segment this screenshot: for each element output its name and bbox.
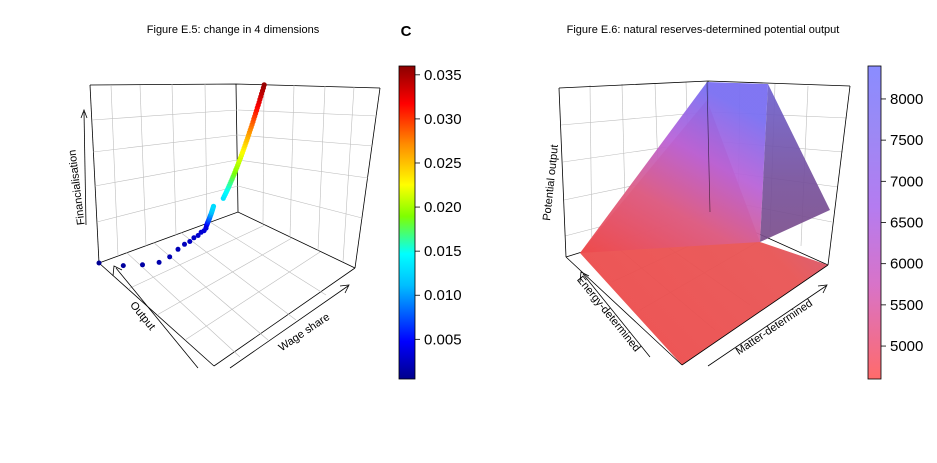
panel-left: Figure E.5: change in 4 dimensions xyxy=(66,23,462,380)
colorbar-ticks-left: 0.005 0.010 0.015 0.020 0.025 0.030 0.035 xyxy=(415,67,462,348)
chart-title-left: Figure E.5: change in 4 dimensions xyxy=(147,24,320,36)
colorbar-tick-label-5: 0.030 xyxy=(424,111,462,128)
x-axis-label-left: Wage share xyxy=(277,311,333,354)
z-axis-label-right: Potential output xyxy=(541,144,561,221)
data-point-12 xyxy=(203,225,209,231)
colorbar-gradient-left xyxy=(398,65,416,380)
colorbar-tick-label-3: 0.020 xyxy=(424,199,462,216)
colorbar-ticks-right: 5000 5500 6000 6500 7000 7500 8000 xyxy=(881,91,923,355)
axes-left: Financialisation Output Wage share xyxy=(66,108,350,369)
chart-title-right: Figure E.6: natural reserves-determined … xyxy=(567,24,840,36)
surface-right-face xyxy=(760,84,830,242)
box-right-front xyxy=(565,256,829,366)
data-point-6 xyxy=(182,241,187,247)
colorbar-tick-label-6: 8000 xyxy=(890,91,923,108)
colorbar-tick-label-3: 6500 xyxy=(890,215,923,232)
colorbar-left: C 0.005 0.010 0.015 0.020 0.025 0.030 0.035 xyxy=(398,23,462,380)
colorbar-tick-label-2: 6000 xyxy=(890,256,923,273)
colorbar-tick-label-1: 5500 xyxy=(890,297,923,314)
curve-point-60 xyxy=(261,82,267,88)
colorbar-tick-label-5: 7500 xyxy=(890,132,923,149)
data-point-1 xyxy=(120,263,126,269)
box-left xyxy=(89,83,381,367)
data-point-7 xyxy=(187,239,193,244)
surface-ridge-face xyxy=(580,82,768,253)
colorbar-tick-label-4: 7000 xyxy=(890,173,923,190)
data-point-8 xyxy=(191,235,197,241)
colorbar-tick-label-1: 0.010 xyxy=(424,287,462,304)
data-point-3 xyxy=(156,259,162,265)
surface-plot xyxy=(580,81,830,365)
data-point-5 xyxy=(175,246,181,252)
colorbar-tick-label-2: 0.015 xyxy=(424,243,462,260)
colorbar-tick-label-4: 0.025 xyxy=(424,155,462,172)
colorbar-tick-label-0: 5000 xyxy=(890,338,923,355)
colorbar-tick-label-0: 0.005 xyxy=(424,331,462,348)
panel-right: Figure E.6: natural reserves-determined … xyxy=(541,24,923,380)
colorbar-gradient-right xyxy=(867,65,882,380)
data-point-0 xyxy=(96,260,102,266)
colorbar-title-left: C xyxy=(401,23,412,40)
z-axis-label-left: Financialisation xyxy=(66,149,87,226)
curve-point-14 xyxy=(210,203,217,209)
colorbar-right: 5000 5500 6000 6500 7000 7500 8000 xyxy=(867,65,923,380)
data-point-4 xyxy=(167,254,173,260)
y-axis-label-left: Output xyxy=(127,300,157,333)
colorbar-tick-label-6: 0.035 xyxy=(424,67,462,84)
grid-left xyxy=(91,83,378,358)
data-point-2 xyxy=(140,262,145,268)
scatter-points xyxy=(96,225,209,269)
data-point-9 xyxy=(195,233,201,238)
trajectory-curve xyxy=(203,82,267,231)
